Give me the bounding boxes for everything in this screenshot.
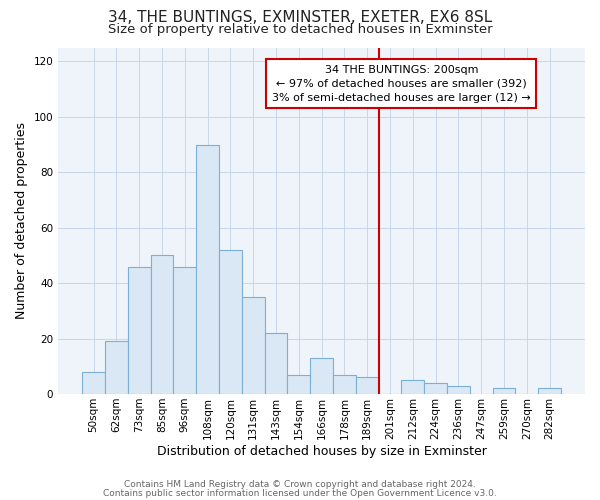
Bar <box>173 266 196 394</box>
Bar <box>538 388 561 394</box>
Bar <box>82 372 105 394</box>
Text: Contains HM Land Registry data © Crown copyright and database right 2024.: Contains HM Land Registry data © Crown c… <box>124 480 476 489</box>
Text: 34 THE BUNTINGS: 200sqm
← 97% of detached houses are smaller (392)
3% of semi-de: 34 THE BUNTINGS: 200sqm ← 97% of detache… <box>272 64 531 102</box>
Text: Size of property relative to detached houses in Exminster: Size of property relative to detached ho… <box>107 22 493 36</box>
X-axis label: Distribution of detached houses by size in Exminster: Distribution of detached houses by size … <box>157 444 487 458</box>
Bar <box>424 383 447 394</box>
Bar <box>105 342 128 394</box>
Bar <box>493 388 515 394</box>
Bar <box>128 266 151 394</box>
Bar <box>310 358 333 394</box>
Bar <box>401 380 424 394</box>
Bar <box>196 144 219 394</box>
Y-axis label: Number of detached properties: Number of detached properties <box>15 122 28 320</box>
Bar <box>356 378 379 394</box>
Bar <box>242 297 265 394</box>
Bar <box>333 374 356 394</box>
Bar <box>287 374 310 394</box>
Bar <box>265 333 287 394</box>
Bar <box>151 256 173 394</box>
Text: Contains public sector information licensed under the Open Government Licence v3: Contains public sector information licen… <box>103 488 497 498</box>
Bar <box>219 250 242 394</box>
Bar <box>447 386 470 394</box>
Text: 34, THE BUNTINGS, EXMINSTER, EXETER, EX6 8SL: 34, THE BUNTINGS, EXMINSTER, EXETER, EX6… <box>108 10 492 25</box>
